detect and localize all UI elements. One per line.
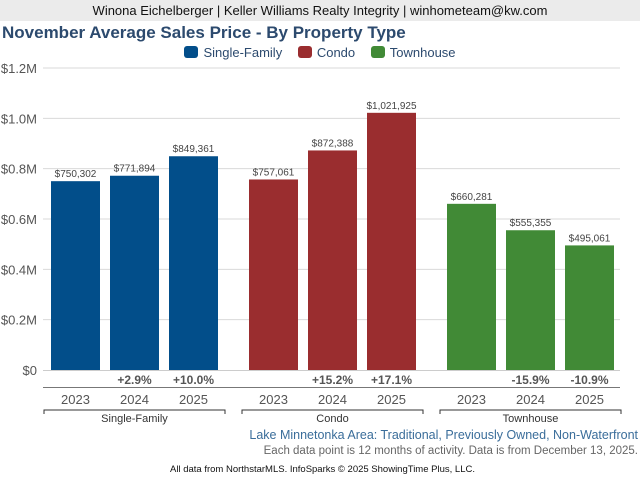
data-label: $750,302 xyxy=(55,169,97,180)
x-tick-label: 2024 xyxy=(516,392,545,407)
data-label: $495,061 xyxy=(569,233,611,244)
bar-townhouse-2023 xyxy=(447,203,496,370)
y-tick-label: $0.4M xyxy=(1,262,37,277)
y-tick-label: $1.2M xyxy=(1,61,37,76)
x-tick-label: 2025 xyxy=(377,392,406,407)
bar-townhouse-2025 xyxy=(565,245,614,370)
bar-townhouse-2024 xyxy=(506,230,555,370)
area-filter-note: Lake Minnetonka Area: Traditional, Previ… xyxy=(249,428,638,442)
change-label: +15.2% xyxy=(312,373,353,387)
bar-condo-2024 xyxy=(308,150,357,370)
x-tick-label: 2023 xyxy=(457,392,486,407)
data-label: $757,061 xyxy=(253,167,295,178)
legend-item-single-family[interactable]: Single-Family xyxy=(184,45,282,60)
group-bracket xyxy=(43,409,226,414)
x-tick-label: 2025 xyxy=(575,392,604,407)
legend-swatch-condo xyxy=(297,46,312,58)
legend-label: Single-Family xyxy=(203,45,283,60)
data-period-note: Each data point is 12 months of activity… xyxy=(263,445,638,457)
bar-condo-2025 xyxy=(367,112,416,370)
legend-item-townhouse[interactable]: Townhouse xyxy=(370,45,456,60)
x-tick-label: 2024 xyxy=(318,392,347,407)
x-tick-label: 2023 xyxy=(61,392,90,407)
x-tick-label: 2024 xyxy=(120,392,149,407)
legend-label: Condo xyxy=(316,45,356,60)
legend-swatch-single-family xyxy=(184,46,199,58)
y-tick-label: $0 xyxy=(23,363,37,378)
y-tick-label: $0.2M xyxy=(1,313,37,328)
group-label: Townhouse xyxy=(503,413,559,425)
y-tick-label: $0.6M xyxy=(1,212,37,227)
data-label: $1,021,925 xyxy=(366,101,416,112)
agent-header-text: Winona Eichelberger | Keller Williams Re… xyxy=(92,3,548,18)
x-tick-label: 2025 xyxy=(179,392,208,407)
agent-header-bar: Winona Eichelberger | Keller Williams Re… xyxy=(0,0,640,21)
group-bracket xyxy=(439,409,622,414)
chart-legend: Single-Family Condo Townhouse xyxy=(0,45,640,60)
legend-swatch-townhouse xyxy=(370,46,385,58)
change-label: +10.0% xyxy=(173,373,214,387)
legend-item-condo[interactable]: Condo xyxy=(297,45,356,60)
y-tick-label: $1.0M xyxy=(1,111,37,126)
data-label: $849,361 xyxy=(173,144,215,155)
change-label: -10.9% xyxy=(570,373,608,387)
data-label: $872,388 xyxy=(312,138,354,149)
bar-single-family-2023 xyxy=(51,181,100,370)
y-tick-label: $0.8M xyxy=(1,162,37,177)
bar-single-family-2025 xyxy=(169,156,218,370)
bar-single-family-2024 xyxy=(110,175,159,370)
data-label: $660,281 xyxy=(451,192,493,203)
change-label: -15.9% xyxy=(511,373,549,387)
group-label: Condo xyxy=(316,413,348,425)
data-label: $771,894 xyxy=(114,164,156,175)
bar-condo-2023 xyxy=(249,179,298,370)
change-label: +17.1% xyxy=(371,373,412,387)
data-source-note: All data from NorthstarMLS. InfoSparks ©… xyxy=(170,464,475,475)
data-label: $555,355 xyxy=(510,218,552,229)
change-label: +2.9% xyxy=(117,373,152,387)
chart-title: November Average Sales Price - By Proper… xyxy=(2,23,406,42)
group-bracket xyxy=(241,409,424,414)
legend-label: Townhouse xyxy=(389,45,456,60)
x-tick-label: 2023 xyxy=(259,392,288,407)
group-label: Single-Family xyxy=(101,413,168,425)
